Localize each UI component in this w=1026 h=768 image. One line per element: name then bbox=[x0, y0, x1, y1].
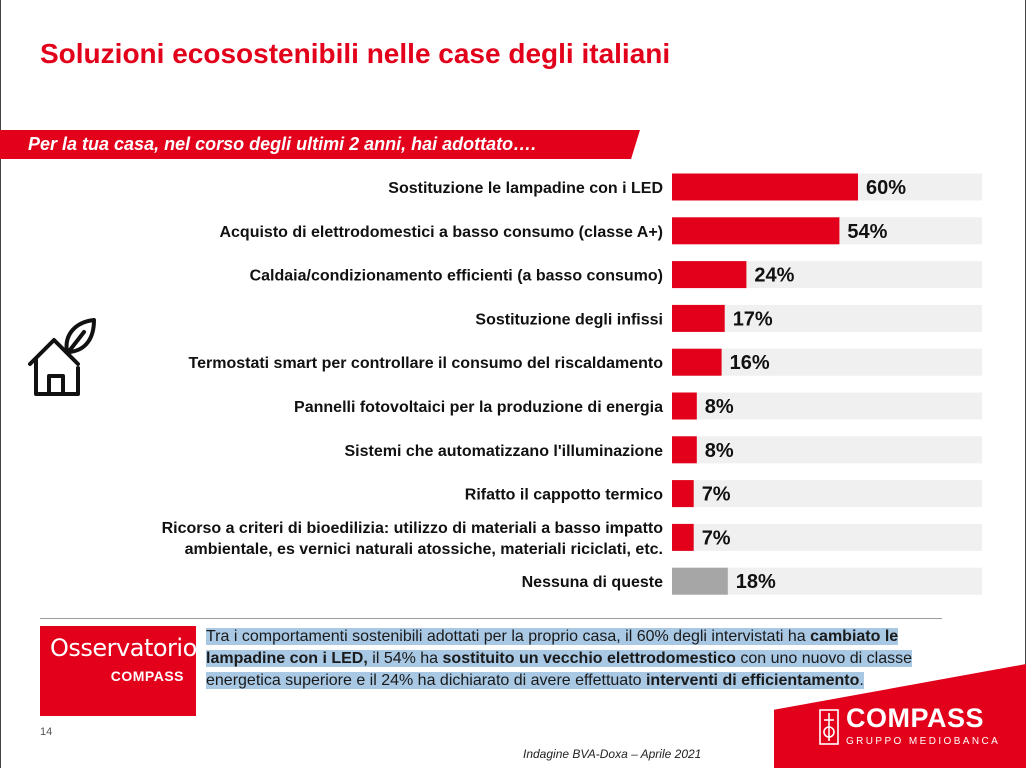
summary-part-3: con uno nuovo di classe energetica super… bbox=[206, 650, 913, 689]
slide-title: Soluzioni ecosostenibili nelle case degl… bbox=[40, 38, 671, 69]
osservatorio-title: Osservatorio bbox=[50, 634, 197, 662]
section-divider bbox=[40, 618, 942, 619]
question-text: Per la tua casa, nel corso degli ultimi … bbox=[28, 134, 537, 154]
summary-bold-2: sostituito un vecchio elettrodomestico bbox=[442, 650, 736, 667]
summary-text: Tra i comportamenti sostenibili adottati… bbox=[206, 626, 926, 692]
source-note: Indagine BVA-Doxa – Aprile 2021 bbox=[523, 747, 702, 761]
compass-emblem-icon bbox=[819, 709, 839, 745]
question-banner: Per la tua casa, nel corso degli ultimi … bbox=[0, 130, 640, 159]
osservatorio-logo: Osservatorio COMPASS bbox=[40, 626, 197, 716]
osservatorio-subtitle: COMPASS bbox=[110, 668, 184, 684]
brand-tagline: GRUPPO MEDIOBANCA bbox=[846, 736, 1001, 747]
summary-part-4: . bbox=[859, 672, 864, 689]
brand-name: COMPASS bbox=[846, 703, 985, 733]
house-leaf-icon bbox=[28, 318, 96, 396]
summary-part-2: il 54% ha bbox=[367, 650, 443, 667]
summary-bold-1: cambiato le lampadine con i LED, bbox=[206, 628, 899, 667]
page-number: 14 bbox=[40, 726, 53, 738]
summary-bold-3: interventi di efficientamento bbox=[645, 672, 860, 689]
summary-part-1: Tra i comportamenti sostenibili adottati… bbox=[206, 628, 811, 645]
